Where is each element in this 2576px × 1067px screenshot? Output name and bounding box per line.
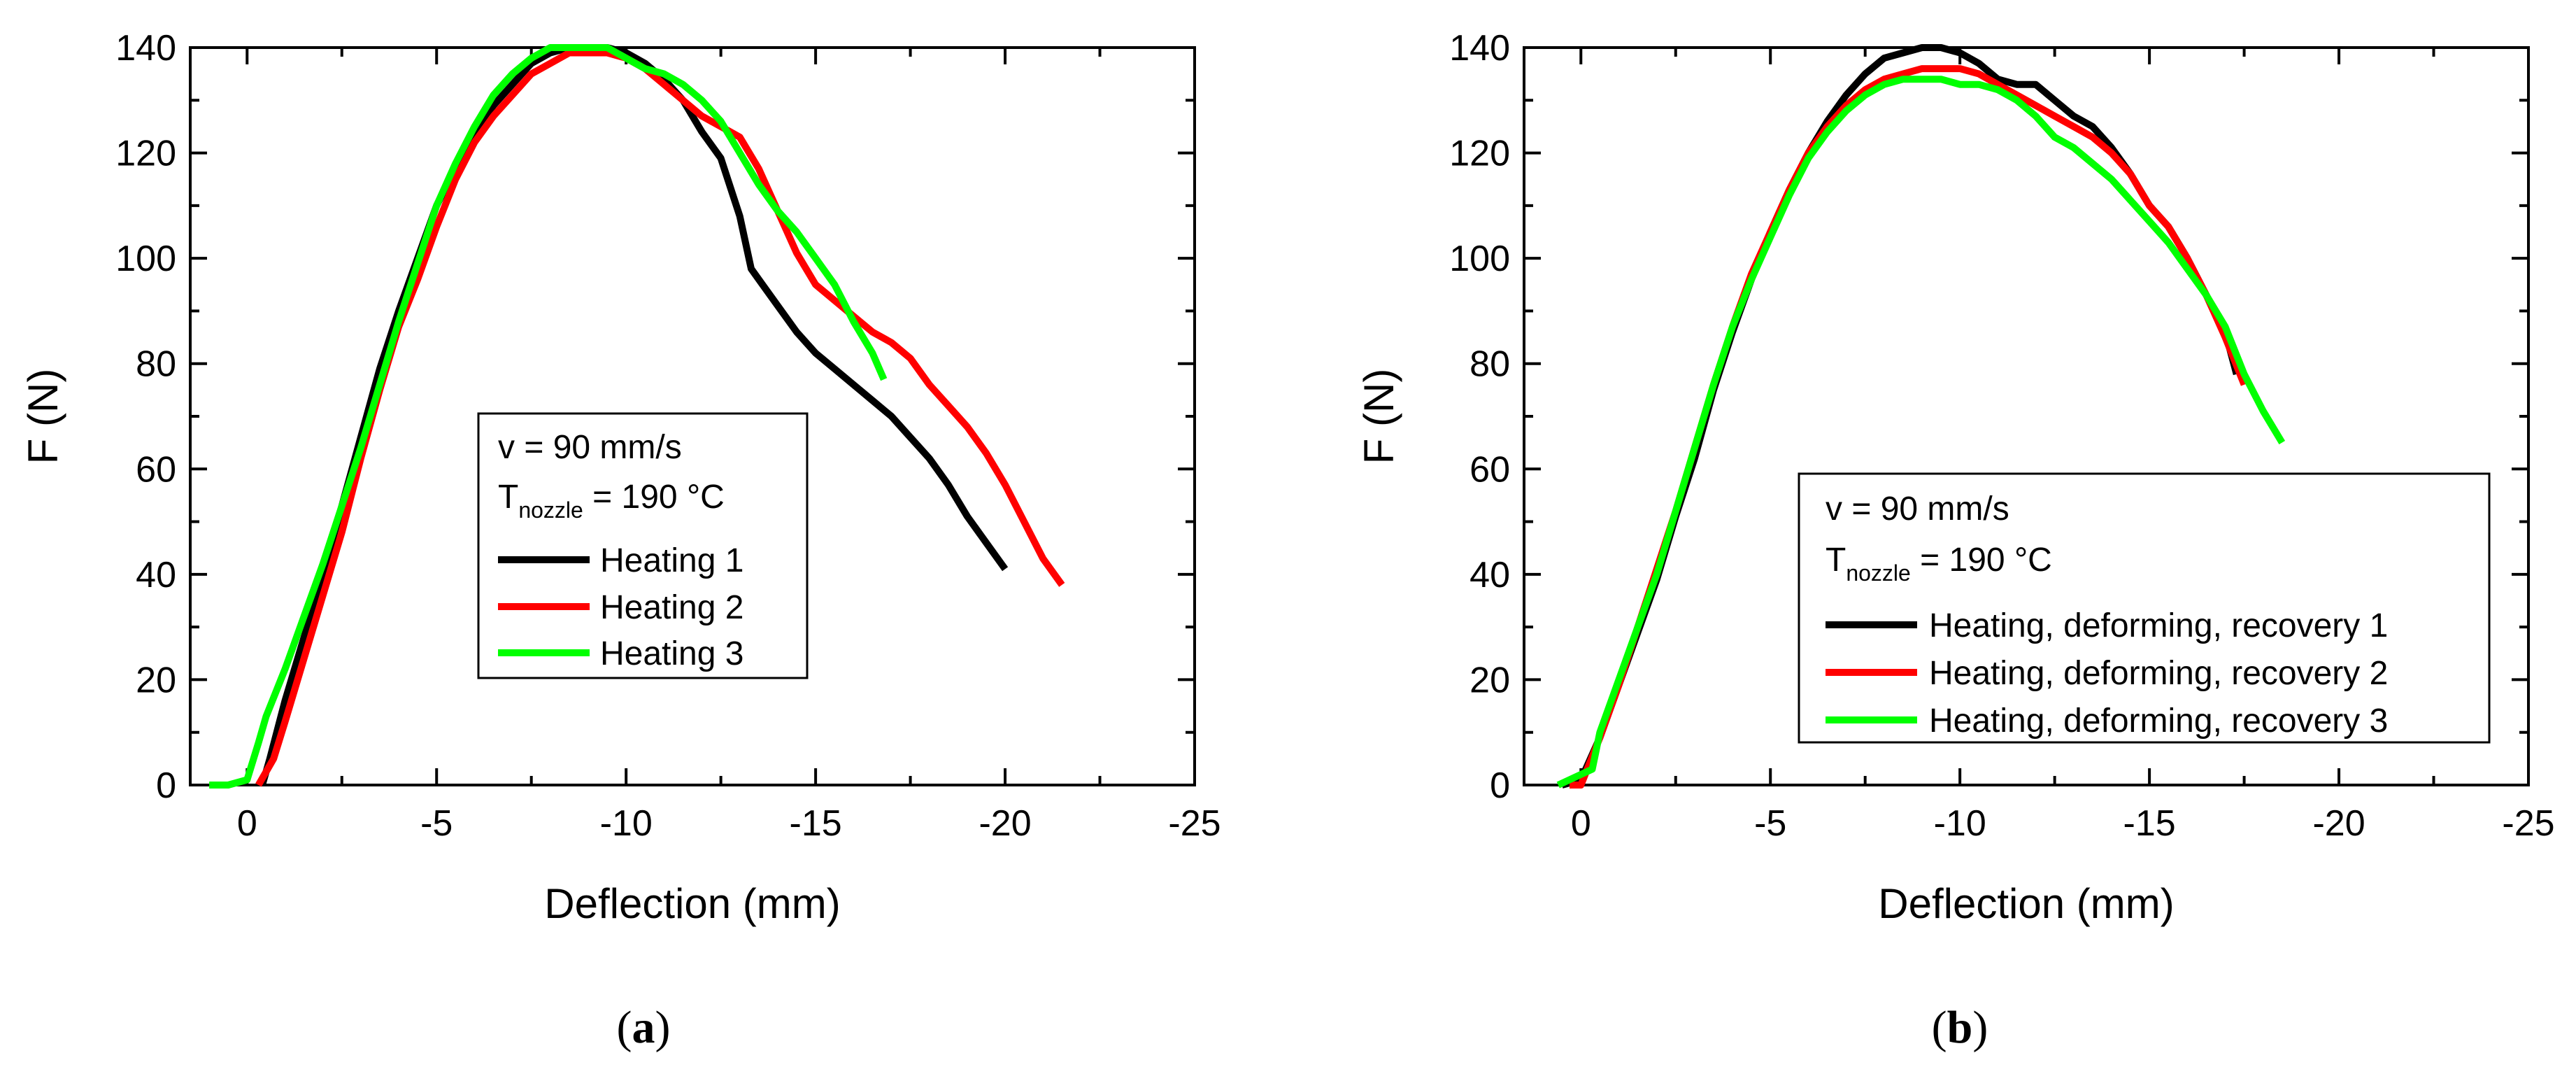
- x-axis-title: Deflection (mm): [544, 880, 840, 927]
- x-tick-label: -10: [1934, 803, 1986, 844]
- y-tick-label: 20: [136, 660, 176, 700]
- y-tick-label: 0: [1490, 765, 1510, 806]
- series-line-3: [209, 44, 888, 789]
- legend-temp-prefix: T: [1826, 542, 1846, 579]
- series-line-3: [1556, 76, 2286, 789]
- y-tick-label: 120: [1449, 134, 1510, 174]
- legend-label-heating-3: Heating 3: [600, 635, 743, 672]
- y-tick-label: 140: [1449, 28, 1510, 69]
- series-line-1: [259, 44, 1009, 786]
- y-tick-label: 20: [1470, 660, 1510, 700]
- y-tick-label: 60: [1470, 449, 1510, 490]
- x-tick-label: -25: [1168, 803, 1221, 844]
- series-layer: [209, 44, 1065, 789]
- x-tick-label: -15: [790, 803, 842, 844]
- y-tick-label: 60: [136, 449, 176, 490]
- y-tick-label: 80: [136, 344, 176, 385]
- chart-panel-a: 0 -5 -10 -15 -20 -25 0 20 40 60 80 100 120 140 Defle…: [20, 28, 1221, 1053]
- y-tick-label: 140: [115, 28, 176, 69]
- y-tick-label: 80: [1470, 344, 1510, 385]
- y-tick-label: 120: [115, 134, 176, 174]
- legend-temp-prefix: T: [498, 479, 518, 516]
- x-tick-label: -5: [420, 803, 453, 844]
- x-tick-label: -15: [2123, 803, 2176, 844]
- y-tick-label: 40: [136, 555, 176, 595]
- legend-box: [1798, 472, 2491, 744]
- legend: v = 90 mm/s Tnozzle = 190 °C Heating 1 H…: [477, 412, 809, 679]
- legend-temperature: Tnozzle = 190 °C: [1826, 542, 2052, 586]
- series-layer: [1556, 44, 2286, 789]
- y-tick-label: 100: [115, 239, 176, 279]
- x-ticks: 0 -5 -10 -15 -20 -25: [237, 48, 1221, 844]
- x-axis-title: Deflection (mm): [1878, 880, 2174, 927]
- legend-temp-subscript: nozzle: [1846, 560, 1911, 586]
- legend-speed: v = 90 mm/s: [498, 429, 682, 466]
- legend-temp-subscript: nozzle: [518, 497, 583, 523]
- x-tick-label: 0: [1571, 803, 1591, 844]
- x-tick-label: -5: [1754, 803, 1786, 844]
- x-tick-label: -20: [979, 803, 1031, 844]
- x-tick-label: -20: [2312, 803, 2365, 844]
- legend-label-heating-1: Heating 1: [600, 542, 743, 579]
- legend-label-recovery-2: Heating, deforming, recovery 2: [1929, 655, 2388, 692]
- y-ticks: 0 20 40 60 80 100 120 140: [115, 28, 1195, 806]
- legend-temp-value: = 190 °C: [1911, 542, 2052, 579]
- legend-label-heating-2: Heating 2: [600, 589, 743, 626]
- y-axis-title: F (N): [20, 369, 66, 465]
- legend: v = 90 mm/s Tnozzle = 190 °C Heating, de…: [1798, 472, 2491, 744]
- y-tick-label: 40: [1470, 555, 1510, 595]
- legend-label-recovery-3: Heating, deforming, recovery 3: [1929, 702, 2388, 740]
- y-tick-label: 0: [156, 765, 176, 806]
- y-tick-label: 100: [1449, 239, 1510, 279]
- legend-label-recovery-1: Heating, deforming, recovery 1: [1929, 607, 2388, 644]
- legend-box: [477, 412, 809, 679]
- x-ticks: 0 -5 -10 -15 -20 -25: [1571, 48, 2555, 844]
- legend-temperature: Tnozzle = 190 °C: [498, 479, 725, 523]
- x-tick-label: -25: [2502, 803, 2554, 844]
- chart-panel-b: 0 -5 -10 -15 -20 -25 0 20 40 60 80 100 120 140 Defle…: [1355, 28, 2555, 1053]
- y-ticks: 0 20 40 60 80 100 120 140: [1449, 28, 2528, 806]
- panel-label-a: (a): [617, 1002, 671, 1053]
- x-tick-label: -10: [600, 803, 653, 844]
- panel-label-b: (b): [1932, 1002, 1988, 1053]
- x-tick-label: 0: [237, 803, 257, 844]
- legend-temp-value: = 190 °C: [583, 479, 725, 516]
- legend-speed: v = 90 mm/s: [1826, 490, 2009, 528]
- y-axis-title: F (N): [1355, 369, 1402, 465]
